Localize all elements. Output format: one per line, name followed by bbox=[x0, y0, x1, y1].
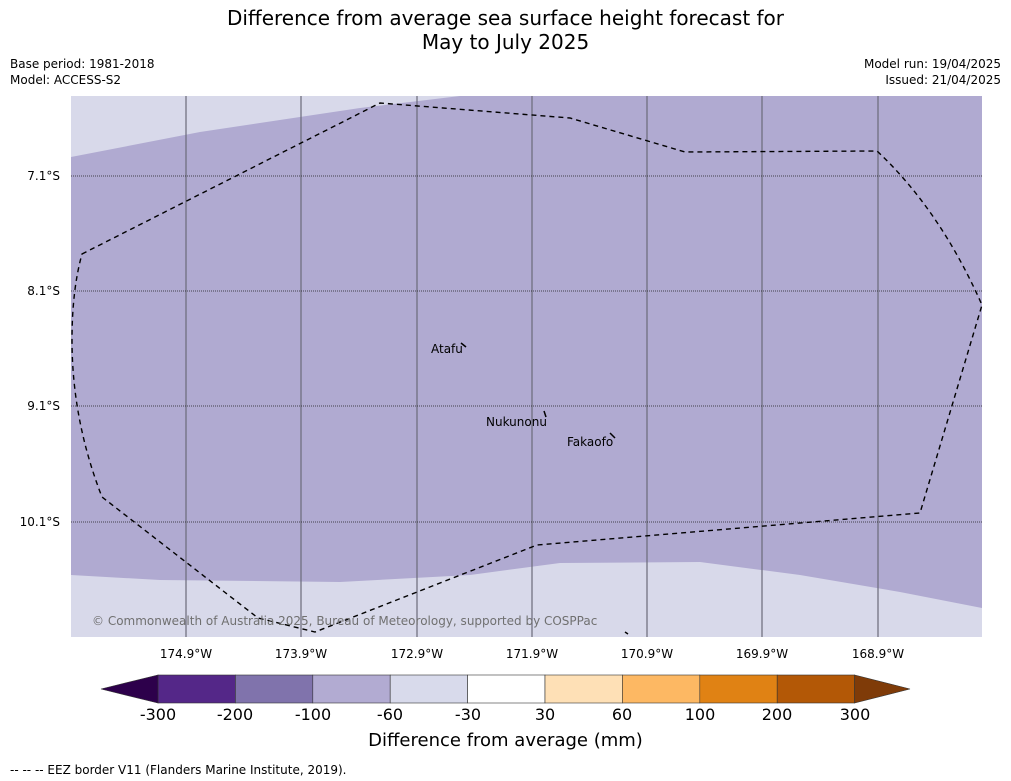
field-minus60-to-minus100 bbox=[71, 96, 982, 637]
lon-label: 171.9°W bbox=[505, 647, 559, 661]
lon-label: 168.9°W bbox=[851, 647, 905, 661]
colorbar-tick: -100 bbox=[294, 705, 332, 724]
colorbar-label: Difference from average (mm) bbox=[368, 730, 643, 751]
eez-legend-note: -- -- -- EEZ border V11 (Flanders Marine… bbox=[10, 763, 347, 777]
colorbar-tick: 300 bbox=[839, 705, 871, 724]
colorbar-segment bbox=[544, 674, 623, 704]
colorbar-segment bbox=[157, 674, 236, 704]
issued-date: Issued: 21/04/2025 bbox=[885, 73, 1001, 87]
nukunonu-atoll-icon bbox=[543, 410, 547, 418]
lon-label: 172.9°W bbox=[390, 647, 444, 661]
title-line-1: Difference from average sea surface heig… bbox=[226, 6, 785, 30]
lat-label: 9.1°S bbox=[27, 399, 60, 413]
colorbar-segment bbox=[776, 674, 855, 704]
eez-border bbox=[71, 102, 983, 633]
lon-label: 174.9°W bbox=[159, 647, 213, 661]
lat-label: 8.1°S bbox=[27, 284, 60, 298]
meta-right: Model run: 19/04/2025 Issued: 21/04/2025 bbox=[864, 56, 1001, 88]
field-minus30-to-minus60-south bbox=[71, 562, 982, 637]
lat-label: 7.1°S bbox=[27, 169, 60, 183]
colorbar-segment bbox=[312, 674, 391, 704]
colorbar-extend-high bbox=[854, 674, 911, 704]
colorbar-tick: 60 bbox=[611, 705, 633, 724]
colorbar-tick: -200 bbox=[216, 705, 254, 724]
small-island-icon bbox=[624, 631, 629, 635]
lon-label: 169.9°W bbox=[735, 647, 789, 661]
base-period: Base period: 1981-2018 bbox=[10, 57, 155, 71]
atafu-atoll-icon bbox=[460, 342, 467, 348]
colorbar-segment bbox=[622, 674, 701, 704]
colorbar-tick: 200 bbox=[761, 705, 793, 724]
fakaofo-atoll-icon bbox=[609, 432, 616, 439]
colorbar-segments bbox=[100, 674, 911, 704]
colorbar-segment bbox=[389, 674, 468, 704]
colorbar-extend-low bbox=[100, 674, 159, 704]
place-label-fakaofo: Fakaofo bbox=[567, 435, 614, 449]
colorbar-segment bbox=[467, 674, 546, 704]
colorbar-tick: -30 bbox=[454, 705, 482, 724]
model-name: Model: ACCESS-S2 bbox=[10, 73, 122, 87]
copyright-notice: © Commonwealth of Australia 2025, Bureau… bbox=[92, 614, 598, 628]
field-minus30-to-minus60-north bbox=[71, 96, 460, 157]
colorbar-tick: -60 bbox=[376, 705, 404, 724]
colorbar-tick: 30 bbox=[534, 705, 556, 724]
title-line-2: May to July 2025 bbox=[421, 30, 590, 54]
colorbar-segment bbox=[235, 674, 314, 704]
lon-label: 173.9°W bbox=[274, 647, 328, 661]
colorbar-tick: -300 bbox=[139, 705, 177, 724]
place-label-nukunonu: Nukunonu bbox=[486, 415, 547, 429]
place-label-atafu: Atafu bbox=[431, 342, 463, 356]
lon-label: 170.9°W bbox=[620, 647, 674, 661]
model-run: Model run: 19/04/2025 bbox=[863, 57, 1001, 71]
colorbar-tick: 100 bbox=[684, 705, 716, 724]
meta-left: Base period: 1981-2018 Model: ACCESS-S2 bbox=[10, 56, 155, 88]
map-title: Difference from average sea surface heig… bbox=[0, 6, 1011, 54]
lat-label: 10.1°S bbox=[19, 515, 60, 529]
colorbar-segment bbox=[699, 674, 778, 704]
